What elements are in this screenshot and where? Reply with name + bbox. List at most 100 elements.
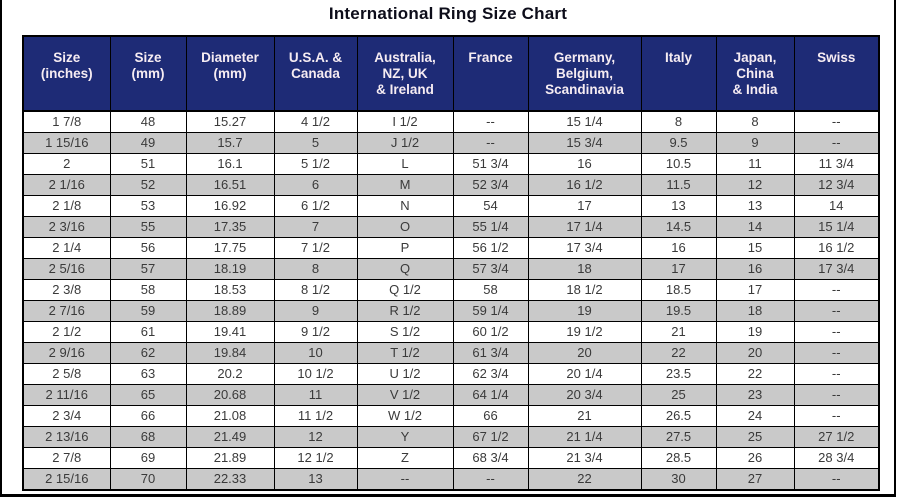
table-cell: 21 1/4 — [527, 426, 642, 448]
table-header-row: Size (inches) Size (mm) Diameter (mm) U.S.A… — [22, 35, 880, 112]
table-cell: 16 — [527, 153, 642, 175]
table-cell: W 1/2 — [356, 405, 454, 427]
table-cell: S 1/2 — [356, 321, 454, 343]
table-cell: N — [356, 195, 454, 217]
table-cell: 28 3/4 — [793, 447, 880, 469]
table-cell: 17 — [527, 195, 642, 217]
table-cell: 19.84 — [185, 342, 275, 364]
table-cell: Q 1/2 — [356, 279, 454, 301]
table-cell: 16.1 — [185, 153, 275, 175]
table-cell: 15.7 — [185, 132, 275, 154]
table-cell: 22 — [640, 342, 717, 364]
table-cell: 57 — [109, 258, 187, 280]
table-cell: R 1/2 — [356, 300, 454, 322]
table-cell: 23.5 — [640, 363, 717, 385]
table-cell: Q — [356, 258, 454, 280]
table-cell: 59 — [109, 300, 187, 322]
table-cell: 51 — [109, 153, 187, 175]
table-cell: 27 1/2 — [793, 426, 880, 448]
table-cell: 2 1/16 — [22, 174, 111, 196]
table-cell: 64 1/4 — [452, 384, 529, 406]
table-cell: 23 — [715, 384, 795, 406]
table-cell: 20 1/4 — [527, 363, 642, 385]
table-cell: L — [356, 153, 454, 175]
table-cell: 11 — [273, 384, 358, 406]
table-cell: 19.41 — [185, 321, 275, 343]
table-cell: -- — [793, 110, 880, 133]
table-cell: -- — [793, 279, 880, 301]
table-cell: 15.27 — [185, 110, 275, 133]
table-cell: 7 — [273, 216, 358, 238]
table-cell: 2 1/2 — [22, 321, 111, 343]
table-cell: 58 — [109, 279, 187, 301]
column-header: Swiss — [793, 35, 880, 112]
table-cell: 49 — [109, 132, 187, 154]
table-row: 2 3/4 66 21.08 11 1/2 W 1/2 66 21 26.5 24 -- — [22, 405, 880, 427]
table-cell: 21 — [640, 321, 717, 343]
table-cell: 8 — [640, 110, 717, 133]
table-cell: 1 7/8 — [22, 110, 111, 133]
table-cell: 9 — [273, 300, 358, 322]
table-cell: 58 — [452, 279, 529, 301]
table-cell: 61 3/4 — [452, 342, 529, 364]
table-cell: 18.89 — [185, 300, 275, 322]
table-row: 2 13/16 68 21.49 12 Y 67 1/2 21 1/4 27.5 25 27 1/… — [22, 426, 880, 448]
table-cell: 19 — [527, 300, 642, 322]
table-cell: 2 9/16 — [22, 342, 111, 364]
table-cell: 19.5 — [640, 300, 717, 322]
table-cell: 18.53 — [185, 279, 275, 301]
table-cell: -- — [793, 468, 880, 491]
table-cell: 19 — [715, 321, 795, 343]
column-header: U.S.A. & Canada — [273, 35, 358, 112]
table-cell: 2 7/8 — [22, 447, 111, 469]
table-cell: 17 3/4 — [793, 258, 880, 280]
table-cell: 25 — [715, 426, 795, 448]
table-row: 2 15/16 70 22.33 13 -- -- 22 30 27 -- — [22, 468, 880, 491]
table-cell: P — [356, 237, 454, 259]
table-cell: 8 1/2 — [273, 279, 358, 301]
table-cell: 13 — [640, 195, 717, 217]
ring-size-table: Size (inches) Size (mm) Diameter (mm) U.S.A… — [22, 35, 880, 491]
table-cell: 59 1/4 — [452, 300, 529, 322]
table-cell: 9 — [715, 132, 795, 154]
table-cell: 16 1/2 — [793, 237, 880, 259]
table-cell: Z — [356, 447, 454, 469]
table-cell: 12 — [273, 426, 358, 448]
table-cell: 18.5 — [640, 279, 717, 301]
table-cell: 9.5 — [640, 132, 717, 154]
table-body: 1 7/8 48 15.27 4 1/2 I 1/2 -- 15 1/4 8 8 -- 1 15/1… — [22, 110, 880, 491]
table-row: 2 1/16 52 16.51 6 M 52 3/4 16 1/2 11.5 12 12 3/4 — [22, 174, 880, 196]
table-cell: 10 1/2 — [273, 363, 358, 385]
table-cell: 26 — [715, 447, 795, 469]
table-cell: 16.92 — [185, 195, 275, 217]
table-cell: 11 — [715, 153, 795, 175]
table-row: 2 1/2 61 19.41 9 1/2 S 1/2 60 1/2 19 1/2 21 19 -- — [22, 321, 880, 343]
table-cell: V 1/2 — [356, 384, 454, 406]
table-cell: 21 3/4 — [527, 447, 642, 469]
table-cell: 65 — [109, 384, 187, 406]
table-cell: 5 — [273, 132, 358, 154]
column-header: Size (inches) — [22, 35, 111, 112]
table-cell: -- — [452, 110, 529, 133]
table-cell: 56 — [109, 237, 187, 259]
table-row: 2 9/16 62 19.84 10 T 1/2 61 3/4 20 22 20 -- — [22, 342, 880, 364]
table-cell: 2 1/4 — [22, 237, 111, 259]
table-cell: -- — [793, 321, 880, 343]
column-header: Australia, NZ, UK & Ireland — [356, 35, 454, 112]
table-cell: O — [356, 216, 454, 238]
table-cell: 14.5 — [640, 216, 717, 238]
table-cell: 12 — [715, 174, 795, 196]
table-cell: 11 3/4 — [793, 153, 880, 175]
table-cell: 6 1/2 — [273, 195, 358, 217]
table-cell: 13 — [273, 468, 358, 491]
table-cell: 21.08 — [185, 405, 275, 427]
table-cell: 2 3/4 — [22, 405, 111, 427]
table-cell: 48 — [109, 110, 187, 133]
table-cell: 20 3/4 — [527, 384, 642, 406]
table-cell: 54 — [452, 195, 529, 217]
table-cell: 16.51 — [185, 174, 275, 196]
table-cell: 2 3/8 — [22, 279, 111, 301]
table-row: 2 7/8 69 21.89 12 1/2 Z 68 3/4 21 3/4 28.5 26 28 … — [22, 447, 880, 469]
table-cell: 20.2 — [185, 363, 275, 385]
table-cell: 17 3/4 — [527, 237, 642, 259]
